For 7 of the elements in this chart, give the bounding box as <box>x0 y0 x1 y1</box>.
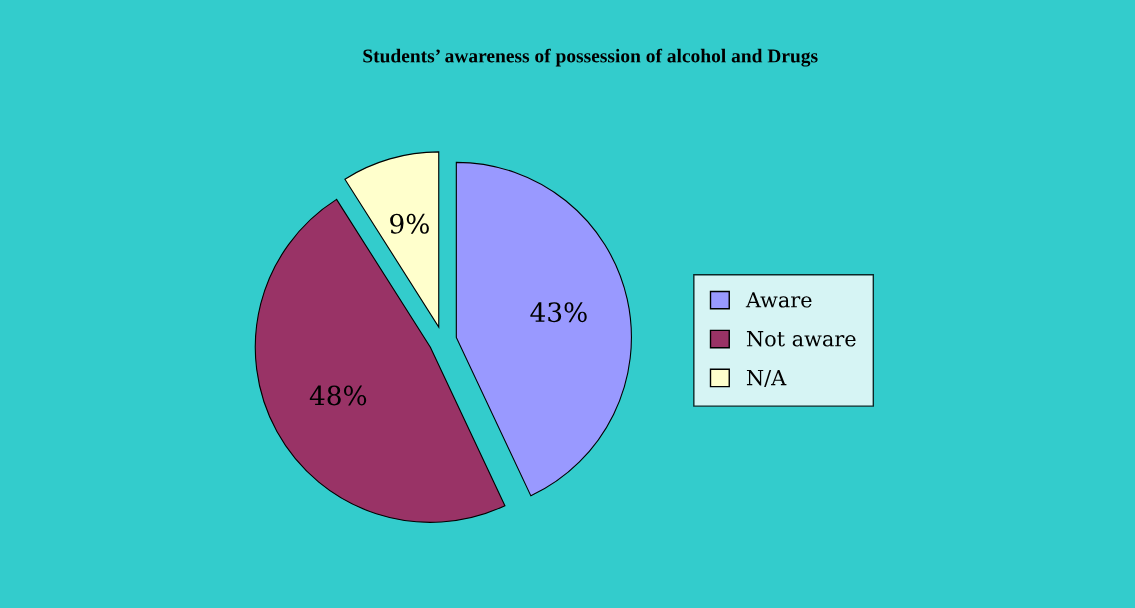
legend-label: Aware <box>745 292 812 308</box>
chart-title: Students’ awareness of possession of alcohol and Drugs <box>363 48 818 67</box>
data-label: 9% <box>390 213 429 234</box>
legend-label: Not aware <box>746 331 856 347</box>
data-label: 48% <box>309 385 367 406</box>
legend-label: N/A <box>746 369 787 388</box>
data-label: 43% <box>530 302 587 323</box>
